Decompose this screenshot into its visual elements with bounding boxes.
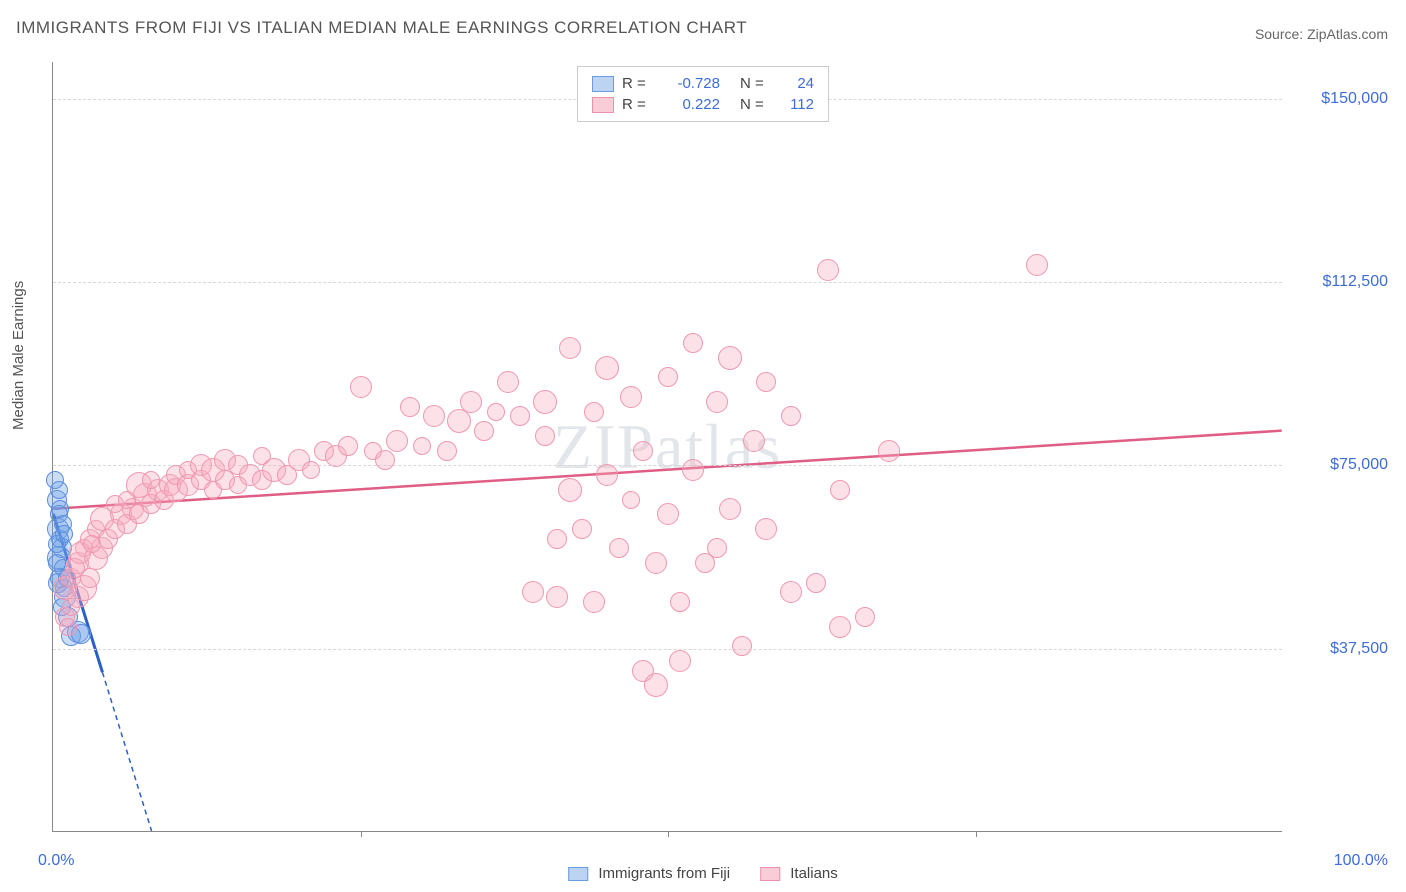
legend-swatch-fiji (568, 867, 588, 881)
y-axis-tick: $112,500 (1322, 273, 1388, 291)
chart-title: IMMIGRANTS FROM FIJI VS ITALIAN MEDIAN M… (16, 18, 747, 38)
data-point (59, 618, 77, 636)
data-point (781, 406, 801, 426)
data-point (620, 386, 642, 408)
data-point (829, 616, 851, 638)
data-point (547, 529, 567, 549)
data-point (302, 461, 320, 479)
x-axis-tick-mark (361, 831, 362, 837)
data-point (609, 538, 629, 558)
data-point (596, 464, 618, 486)
legend-label-italians: Italians (790, 865, 838, 882)
legend-item-italians: Italians (760, 865, 838, 882)
legend-row-italians: R = 0.222 N = 112 (592, 94, 814, 115)
data-point (658, 367, 678, 387)
legend-n-value-fiji: 24 (778, 75, 814, 92)
data-point (644, 673, 668, 697)
data-point (878, 440, 900, 462)
gridline (53, 649, 1282, 650)
legend-r-value-italians: 0.222 (660, 96, 720, 113)
data-point (732, 636, 752, 656)
legend-label-fiji: Immigrants from Fiji (598, 865, 730, 882)
data-point (756, 372, 776, 392)
y-axis-tick: $150,000 (1321, 90, 1388, 108)
data-point (830, 480, 850, 500)
data-point (645, 552, 667, 574)
data-point (46, 471, 64, 489)
data-point (413, 437, 431, 455)
legend-swatch-italians (592, 97, 614, 113)
data-point (718, 346, 742, 370)
data-point (338, 436, 358, 456)
x-axis-tick-mark (668, 831, 669, 837)
legend-r-label: R = (622, 96, 652, 113)
data-point (595, 356, 619, 380)
data-point (559, 337, 581, 359)
data-point (583, 591, 605, 613)
data-point (533, 390, 557, 414)
gridline (53, 282, 1282, 283)
legend-swatch-fiji (592, 76, 614, 92)
scatter-plot: ZIPatlas (52, 62, 1282, 832)
data-point (522, 581, 544, 603)
data-point (386, 430, 408, 452)
data-point (497, 371, 519, 393)
data-point (546, 586, 568, 608)
data-point (375, 450, 395, 470)
data-point (474, 421, 494, 441)
data-point (817, 259, 839, 281)
source-attribution: Source: ZipAtlas.com (1255, 26, 1388, 42)
x-axis-tick-first: 0.0% (38, 852, 74, 870)
data-point (1026, 254, 1048, 276)
y-axis-tick: $75,000 (1330, 456, 1388, 474)
y-axis-tick: $37,500 (1330, 640, 1388, 658)
legend-item-fiji: Immigrants from Fiji (568, 865, 730, 882)
y-axis-label: Median Male Earnings (10, 281, 27, 430)
data-point (558, 478, 582, 502)
data-point (142, 471, 160, 489)
data-point (437, 441, 457, 461)
data-point (670, 592, 690, 612)
legend-row-fiji: R = -0.728 N = 24 (592, 73, 814, 94)
data-point (682, 459, 704, 481)
legend-r-label: R = (622, 75, 652, 92)
data-point (683, 333, 703, 353)
x-axis-tick-last: 100.0% (1334, 852, 1388, 870)
data-point (83, 535, 101, 553)
data-point (780, 581, 802, 603)
data-point (487, 403, 505, 421)
data-point (51, 500, 69, 518)
data-point (622, 491, 640, 509)
data-point (447, 409, 471, 433)
correlation-legend: R = -0.728 N = 24 R = 0.222 N = 112 (577, 66, 829, 122)
data-point (719, 498, 741, 520)
legend-r-value-fiji: -0.728 (660, 75, 720, 92)
data-point (707, 538, 727, 558)
data-point (423, 405, 445, 427)
legend-n-label: N = (740, 96, 770, 113)
data-point (633, 441, 653, 461)
legend-n-value-italians: 112 (778, 96, 814, 113)
data-point (572, 519, 592, 539)
data-point (510, 406, 530, 426)
data-point (657, 503, 679, 525)
legend-swatch-italians (760, 867, 780, 881)
legend-n-label: N = (740, 75, 770, 92)
data-point (584, 402, 604, 422)
data-point (55, 525, 73, 543)
data-point (460, 391, 482, 413)
x-axis-tick-mark (976, 831, 977, 837)
data-point (669, 650, 691, 672)
data-point (806, 573, 826, 593)
data-point (855, 607, 875, 627)
data-point (706, 391, 728, 413)
data-point (535, 426, 555, 446)
data-point (400, 397, 420, 417)
data-point (755, 518, 777, 540)
data-point (350, 376, 372, 398)
data-point (743, 430, 765, 452)
series-legend: Immigrants from Fiji Italians (568, 865, 838, 882)
